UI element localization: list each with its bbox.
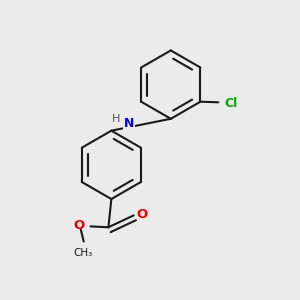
Text: CH₃: CH₃: [73, 248, 92, 258]
Text: O: O: [74, 219, 85, 232]
Text: Cl: Cl: [224, 97, 237, 110]
Text: O: O: [136, 208, 148, 221]
Text: N: N: [124, 117, 134, 130]
Text: H: H: [112, 114, 120, 124]
